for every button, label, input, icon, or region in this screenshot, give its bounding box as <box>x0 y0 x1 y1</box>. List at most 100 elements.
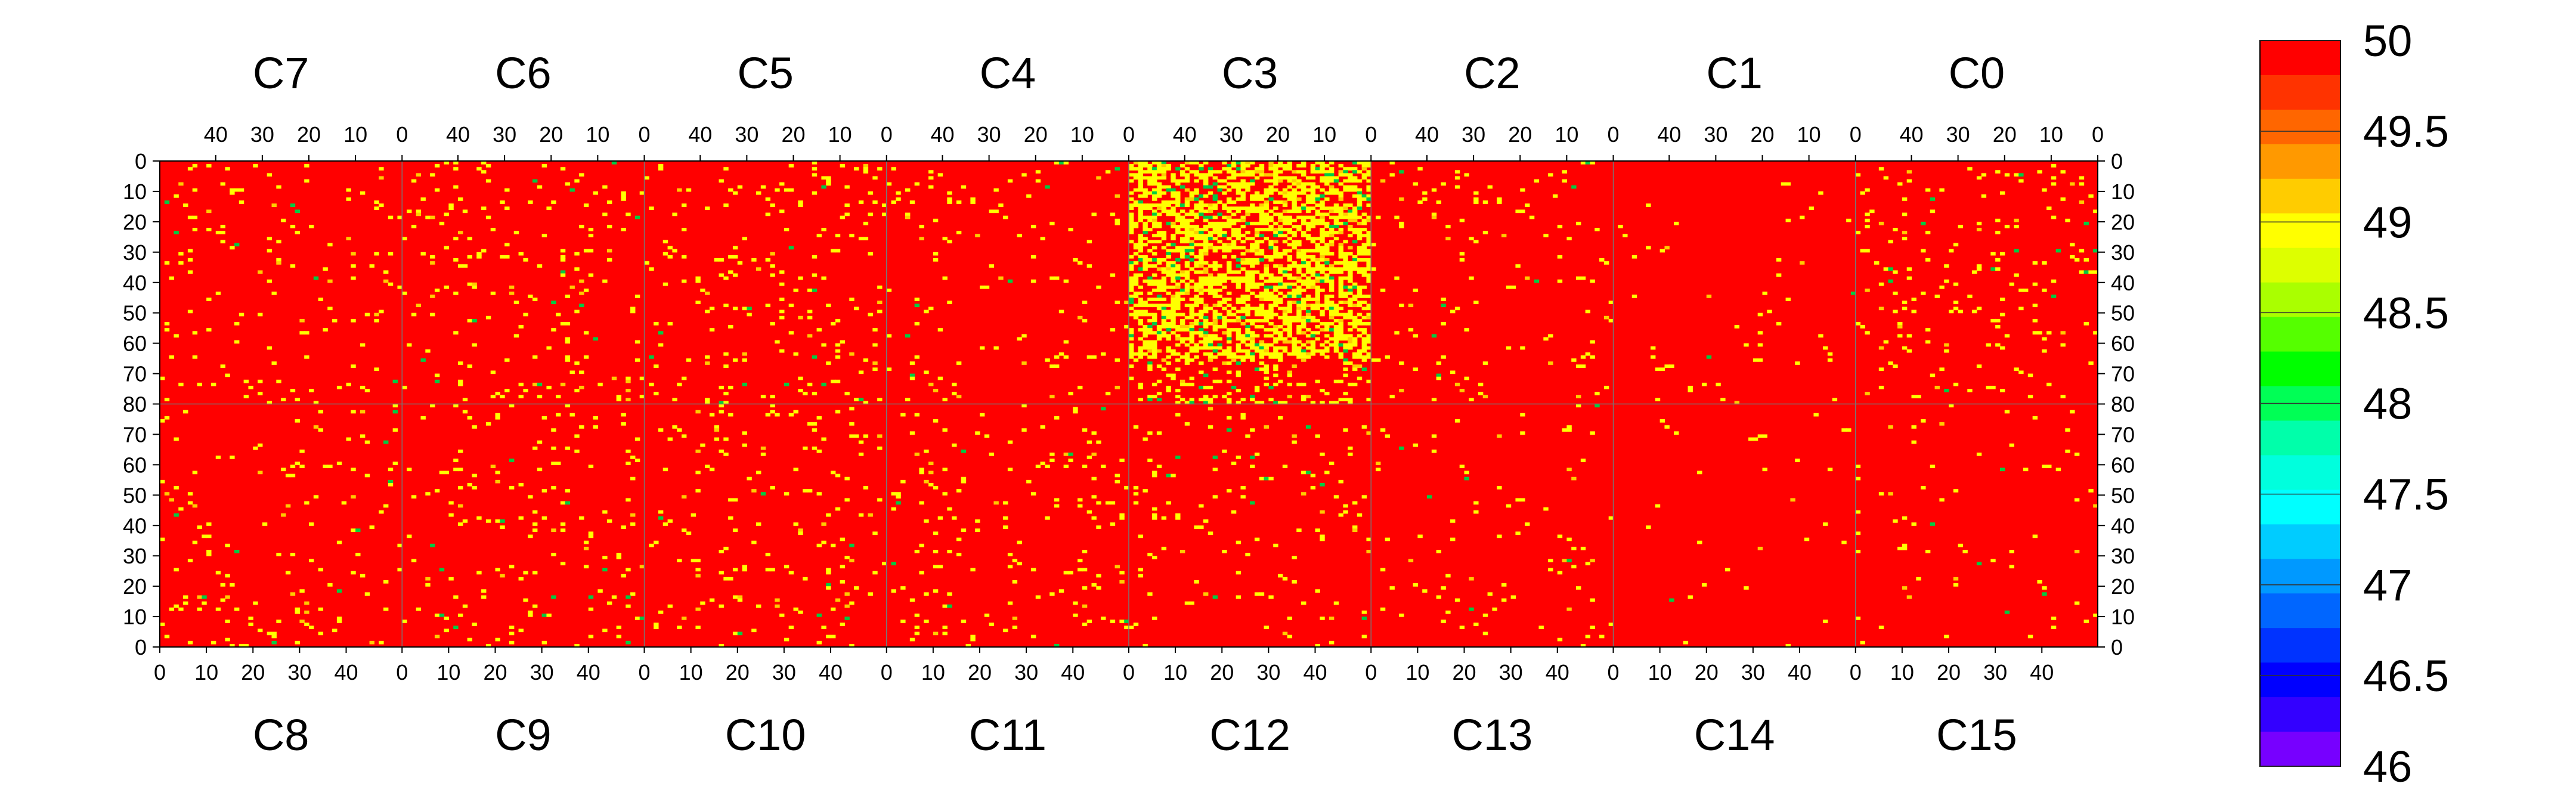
pixel-cell <box>583 355 589 359</box>
pixel-cell <box>1184 237 1190 241</box>
pixel-cell <box>812 191 818 195</box>
pixel-cell <box>1301 349 1306 353</box>
pixel-cell <box>402 237 407 241</box>
pixel-cell <box>1753 358 1758 362</box>
pixel-cell <box>1119 571 1125 575</box>
pixel-cell <box>1497 200 1502 204</box>
pixel-cell <box>528 613 533 617</box>
pixel-cell <box>243 643 249 648</box>
pixel-cell <box>1338 325 1343 329</box>
pixel-cell <box>924 519 929 523</box>
pixel-cell <box>1208 185 1213 189</box>
pixel-cell <box>1282 631 1288 636</box>
pixel-cell <box>1357 191 1363 195</box>
pixel-cell <box>1268 315 1274 320</box>
pixel-cell <box>1590 340 1595 344</box>
pixel-cell <box>1268 328 1274 332</box>
pixel-cell <box>1259 295 1265 298</box>
pixel-cell <box>1310 255 1316 259</box>
pixel-cell <box>425 492 431 496</box>
pixel-cell <box>1855 617 1861 620</box>
pixel-cell <box>626 379 631 383</box>
pixel-cell <box>1287 295 1293 298</box>
pixel-cell <box>1417 534 1423 538</box>
pixel-cell <box>1227 215 1232 219</box>
pixel-cell <box>961 185 967 189</box>
pixel-cell <box>1603 385 1609 389</box>
pixel-cell <box>1212 295 1218 298</box>
pixel-cell <box>1333 318 1339 323</box>
pixel-cell <box>1259 592 1265 596</box>
pixel-cell <box>1441 620 1446 623</box>
pixel-cell <box>1566 425 1572 429</box>
pixel-cell <box>914 298 920 301</box>
pixel-cell <box>1254 270 1260 274</box>
pixel-cell <box>164 492 170 496</box>
pixel-cell <box>472 623 477 626</box>
pixel-cell <box>1143 203 1148 207</box>
pixel-cell <box>379 640 384 645</box>
pixel-cell <box>1287 331 1293 335</box>
pixel-cell <box>1296 240 1302 244</box>
pixel-cell <box>891 562 896 566</box>
pixel-cell <box>1189 401 1194 405</box>
pixel-cell <box>1292 179 1297 183</box>
pixel-cell <box>602 212 608 216</box>
pixel-cell <box>1250 285 1255 289</box>
pixel-cell <box>1352 382 1358 386</box>
pixel-cell <box>1329 176 1335 180</box>
pixel-cell <box>1175 343 1181 347</box>
pixel-cell <box>1227 167 1232 171</box>
pixel-cell <box>160 376 165 380</box>
pixel-cell <box>1348 279 1353 283</box>
pixel-cell <box>588 249 594 253</box>
pixel-cell <box>1003 215 1008 219</box>
pixel-cell <box>1296 255 1302 259</box>
pixel-cell <box>984 613 990 617</box>
pixel-cell <box>1995 218 2001 222</box>
pixel-cell <box>1343 343 1348 347</box>
pixel-cell <box>1189 340 1194 344</box>
pixel-cell <box>434 164 440 168</box>
pixel-cell <box>1352 231 1358 234</box>
pixel-cell <box>1212 292 1218 295</box>
pixel-cell <box>1203 185 1209 189</box>
pixel-cell <box>719 258 724 262</box>
pixel-cell <box>914 626 920 630</box>
x-tick-label-top: 30 <box>1219 122 1243 147</box>
pixel-cell <box>1194 224 1199 228</box>
pixel-cell <box>1259 170 1265 174</box>
pixel-cell <box>1320 246 1325 250</box>
pixel-cell <box>1310 318 1316 323</box>
pixel-cell <box>1208 224 1213 228</box>
pixel-cell <box>1017 337 1022 341</box>
pixel-cell <box>583 565 589 569</box>
pixel-cell <box>1245 173 1250 177</box>
pixel-cell <box>1217 179 1222 183</box>
pixel-cell <box>490 292 496 295</box>
pixel-cell <box>1179 164 1185 168</box>
colorbar-segment <box>2260 490 2340 525</box>
pixel-cell <box>831 543 836 547</box>
pixel-cell <box>351 252 356 256</box>
pixel-cell <box>1343 185 1348 189</box>
pixel-cell <box>1129 301 1134 304</box>
pixel-cell <box>1361 197 1367 201</box>
pixel-cell <box>1385 434 1391 438</box>
pixel-cell <box>1264 191 1269 195</box>
pixel-cell <box>458 197 463 201</box>
pixel-cell <box>546 385 552 389</box>
pixel-cell <box>1194 295 1199 298</box>
x-tick-label-bottom: 20 <box>726 660 750 685</box>
pixel-cell <box>1143 188 1148 192</box>
pixel-cell <box>1208 273 1213 277</box>
pixel-cell <box>174 568 179 572</box>
pixel-cell <box>1166 264 1171 268</box>
pixel-cell <box>1305 346 1311 350</box>
chip-label-bottom: C10 <box>725 710 806 760</box>
pixel-cell <box>1227 355 1232 359</box>
pixel-cell <box>1199 298 1204 301</box>
pixel-cell <box>1366 197 1371 201</box>
pixel-cell <box>788 164 794 168</box>
pixel-cell <box>1227 200 1232 204</box>
